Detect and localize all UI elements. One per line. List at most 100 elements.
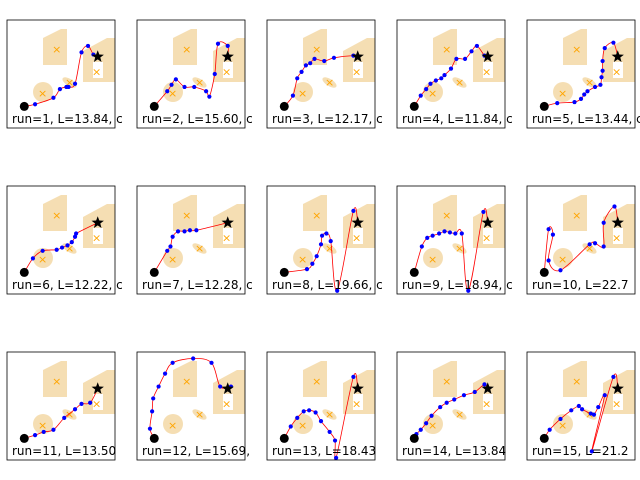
obstacle-ellipse	[452, 243, 467, 254]
obstacle-polygon-top	[433, 195, 457, 231]
goal-star-marker	[351, 382, 364, 394]
obstacle-slot	[613, 228, 623, 244]
subplot-run-11: × × × × run=11, L=13.50	[6, 351, 116, 461]
waypoint-point	[442, 72, 447, 78]
obstacle-center-marker: ×	[195, 408, 204, 421]
plot-area: × × × ×	[149, 195, 245, 277]
subplot-label: run=4, L=11.84, c	[402, 112, 513, 126]
obstacle-center-marker: ×	[92, 231, 101, 244]
obstacle-center-marker: ×	[298, 253, 307, 266]
waypoint-point	[558, 416, 563, 422]
waypoint-point	[600, 68, 605, 73]
obstacle-circle	[163, 82, 183, 102]
waypoint-point	[589, 449, 594, 454]
obstacle-polygon-top	[173, 29, 197, 65]
obstacle-polygon-top	[303, 361, 327, 397]
waypoint-point	[303, 63, 308, 68]
subplot-label: run=13, L=18.43	[272, 444, 376, 458]
waypoint-point	[442, 229, 447, 234]
waypoint-point	[611, 40, 616, 45]
subplot-run-2: × × × × run=2, L=15.60, c	[136, 19, 253, 129]
waypoint-point	[54, 247, 59, 252]
obstacle-center-marker: ×	[92, 397, 101, 410]
subplot-frame	[526, 19, 636, 129]
waypoint-point	[192, 84, 197, 90]
plot-area: × × × ×	[147, 356, 245, 443]
goal-star-marker	[221, 50, 234, 62]
obstacle-circle	[553, 82, 573, 102]
waypoint-point	[57, 87, 63, 92]
obstacle-center-marker: ×	[558, 253, 567, 266]
subplot-run-10: × × × × run=10, L=22.7	[526, 185, 636, 295]
subplot-label: run=2, L=15.60, c	[142, 112, 253, 126]
obstacle-center-marker: ×	[572, 375, 581, 388]
waypoint-point	[572, 99, 577, 105]
obstacle-center-marker: ×	[585, 242, 594, 255]
waypoint-point	[453, 231, 458, 236]
obstacle-circle	[553, 248, 573, 268]
waypoints	[147, 356, 234, 431]
waypoints	[304, 208, 356, 293]
obstacle-center-marker: ×	[455, 408, 464, 421]
obstacle-circle	[423, 248, 443, 268]
waypoint-point	[452, 397, 457, 402]
obstacle-center-marker: ×	[298, 419, 307, 432]
subplot-run-9: × × × × run=9, L=18.94, c	[396, 185, 513, 295]
waypoint-point	[600, 58, 605, 64]
subplot-label: run=11, L=13.50	[12, 444, 116, 458]
waypoint-point	[173, 77, 178, 82]
waypoint-point	[308, 61, 313, 66]
obstacle-slot	[483, 394, 493, 410]
subplot-label: run=5, L=13.44, c	[532, 112, 640, 126]
goal-star-marker	[351, 216, 364, 228]
waypoint-point	[546, 258, 551, 263]
obstacle-center-marker: ×	[442, 209, 451, 222]
obstacle-center-marker: ×	[352, 231, 361, 244]
plot-area: × × × ×	[539, 29, 635, 111]
obstacle-center-marker: ×	[195, 76, 204, 89]
waypoint-point	[602, 393, 607, 398]
obstacle-ellipse	[192, 243, 207, 254]
waypoint-point	[147, 426, 153, 431]
waypoint-point	[66, 84, 71, 90]
waypoint-point	[191, 356, 196, 361]
obstacle-center-marker: ×	[182, 209, 191, 222]
obstacle-center-marker: ×	[442, 43, 451, 56]
goal-star-marker	[91, 382, 104, 394]
waypoint-point	[32, 433, 38, 438]
subplot-run-4: × × × × run=4, L=11.84, c	[396, 19, 513, 129]
obstacle-center-marker: ×	[455, 76, 464, 89]
obstacle-center-marker: ×	[325, 242, 334, 255]
goal-star-marker	[611, 382, 624, 394]
subplot-frame	[6, 19, 116, 129]
waypoint-point	[301, 409, 306, 414]
obstacle-center-marker: ×	[352, 65, 361, 78]
obstacles	[423, 195, 505, 268]
goal-star-marker	[351, 50, 364, 62]
waypoint-point	[65, 243, 70, 248]
obstacle-center-marker: ×	[38, 419, 47, 432]
waypoint-point	[547, 427, 552, 432]
waypoints	[414, 382, 487, 437]
subplot-run-15: ××××run=15, L=21.2	[526, 351, 636, 461]
waypoint-point	[312, 56, 317, 61]
waypoint-point	[204, 89, 209, 94]
goal-star-marker	[481, 216, 494, 228]
obstacle-center-marker: ×	[222, 231, 231, 244]
waypoint-point	[310, 261, 315, 266]
start-marker	[409, 101, 419, 111]
obstacle-ellipse	[192, 77, 207, 88]
waypoint-point	[419, 244, 424, 249]
plot-area: × × × ×	[409, 29, 505, 111]
waypoint-point	[328, 238, 333, 244]
obstacle-polygon-top	[563, 29, 587, 65]
obstacle-center-marker: ×	[352, 397, 361, 410]
start-marker	[279, 267, 289, 277]
obstacle-circle	[293, 248, 313, 268]
subplot-label: run=10, L=22.7	[532, 278, 629, 292]
obstacle-circle	[33, 82, 53, 102]
obstacle-polygon-top	[173, 361, 197, 397]
waypoint-point	[194, 228, 199, 233]
waypoints	[547, 374, 616, 454]
